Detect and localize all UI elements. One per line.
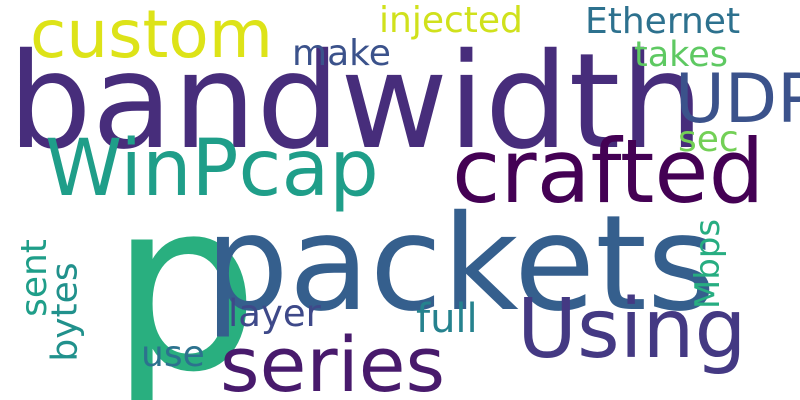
word-using: Using: [517, 289, 747, 371]
word-sec: sec: [678, 122, 739, 158]
word-make: make: [292, 36, 391, 72]
word-use: use: [141, 337, 205, 373]
word-bytes: bytes: [48, 262, 84, 361]
word-series: series: [220, 327, 445, 400]
word-injected: injected: [379, 3, 523, 39]
word-custom: custom: [30, 2, 273, 68]
